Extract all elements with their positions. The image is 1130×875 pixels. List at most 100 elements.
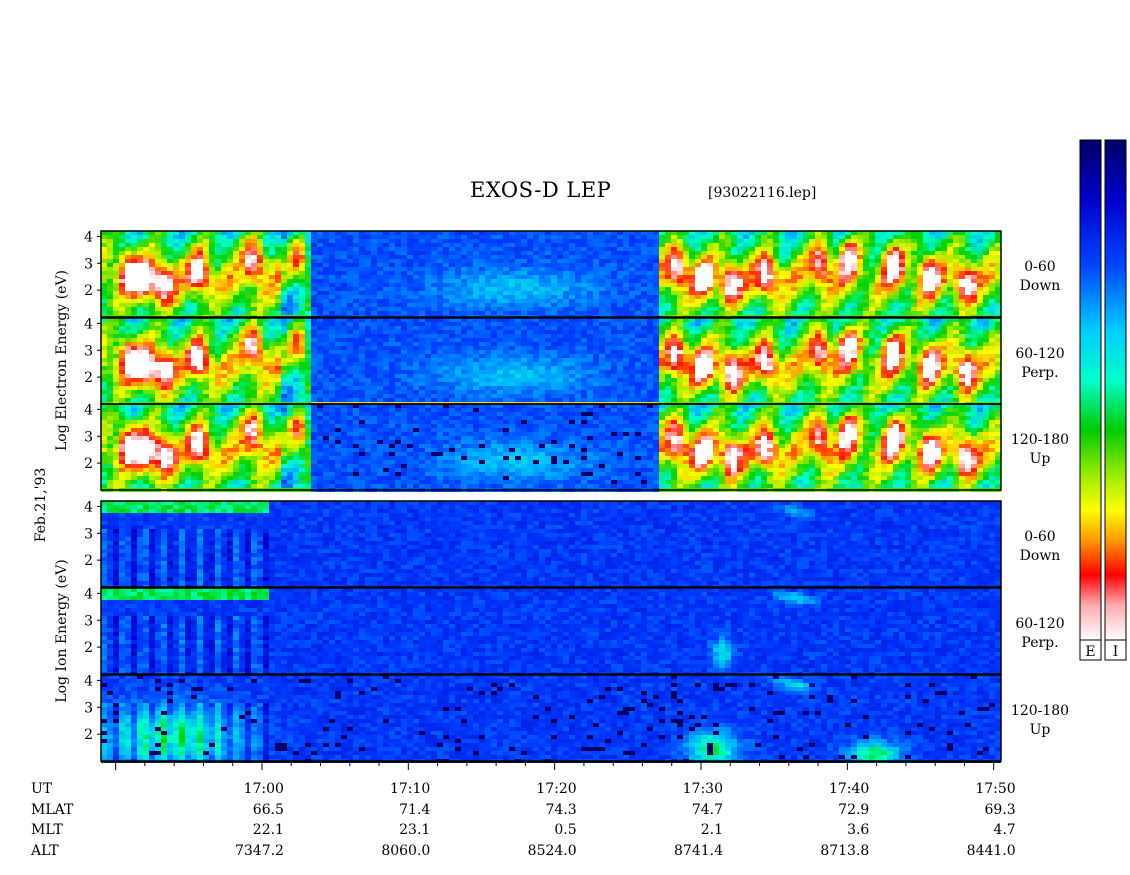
spectrogram-cell bbox=[101, 259, 107, 263]
spectrogram-cell bbox=[845, 255, 851, 259]
spectrogram-cell bbox=[785, 318, 791, 322]
spectrogram-cell bbox=[449, 279, 455, 283]
spectrogram-cell bbox=[797, 239, 803, 243]
spectrogram-cell bbox=[497, 239, 503, 243]
spectrogram-cell bbox=[503, 342, 509, 346]
spectrogram-cell bbox=[761, 259, 767, 263]
spectrogram-cell bbox=[743, 275, 749, 279]
spectrogram-cell bbox=[329, 247, 335, 251]
spectrogram-cell bbox=[755, 311, 761, 315]
spectrogram-cell bbox=[713, 322, 719, 326]
spectrogram-cell bbox=[665, 279, 671, 283]
spectrogram-cell bbox=[119, 243, 125, 247]
spectrogram-cell bbox=[407, 342, 413, 346]
spectrogram-cell bbox=[977, 291, 983, 295]
spectrogram-cell bbox=[179, 263, 185, 267]
spectrogram-cell bbox=[329, 318, 335, 322]
spectrogram-cell bbox=[887, 243, 893, 247]
spectrogram-cell bbox=[407, 338, 413, 342]
spectrogram-cell bbox=[251, 271, 257, 275]
spectrogram-cell bbox=[191, 326, 197, 330]
spectrogram-cell bbox=[395, 350, 401, 354]
spectrogram-cell bbox=[881, 271, 887, 275]
spectrogram-cell bbox=[611, 247, 617, 251]
spectrogram-cell bbox=[275, 291, 281, 295]
spectrogram-cell bbox=[539, 303, 545, 307]
spectrogram-cell bbox=[275, 275, 281, 279]
spectrogram-cell bbox=[521, 287, 527, 291]
spectrogram-cell bbox=[863, 267, 869, 271]
spectrogram-cell bbox=[107, 358, 113, 362]
spectrogram-cell bbox=[227, 326, 233, 330]
spectrogram-cell bbox=[287, 299, 293, 303]
spectrogram-cell bbox=[923, 287, 929, 291]
spectrogram-cell bbox=[365, 235, 371, 239]
spectrogram-cell bbox=[911, 259, 917, 263]
spectrogram-cell bbox=[683, 307, 689, 311]
spectrogram-cell bbox=[353, 350, 359, 354]
spectrogram-cell bbox=[473, 263, 479, 267]
spectrogram-cell bbox=[617, 231, 623, 235]
spectrogram-cell bbox=[227, 311, 233, 315]
spectrogram-cell bbox=[821, 342, 827, 346]
spectrogram-cell bbox=[827, 259, 833, 263]
spectrogram-cell bbox=[347, 311, 353, 315]
spectrogram-cell bbox=[239, 342, 245, 346]
spectrogram-cell bbox=[569, 275, 575, 279]
spectrogram-cell bbox=[773, 235, 779, 239]
spectrogram-cell bbox=[665, 267, 671, 271]
spectrogram-cell bbox=[725, 231, 731, 235]
spectrogram-cell bbox=[719, 235, 725, 239]
spectrogram-cell bbox=[977, 283, 983, 287]
spectrogram-cell bbox=[233, 271, 239, 275]
spectrogram-cell bbox=[881, 346, 887, 350]
spectrogram-cell bbox=[863, 342, 869, 346]
spectrogram-cell bbox=[617, 354, 623, 358]
spectrogram-cell bbox=[911, 283, 917, 287]
spectrogram-cell bbox=[827, 326, 833, 330]
spectrogram-cell bbox=[143, 251, 149, 255]
spectrogram-cell bbox=[959, 287, 965, 291]
spectrogram-cell bbox=[959, 334, 965, 338]
spectrogram-cell bbox=[827, 342, 833, 346]
spectrogram-cell bbox=[989, 318, 995, 322]
spectrogram-cell bbox=[779, 287, 785, 291]
spectrogram-cell bbox=[827, 283, 833, 287]
spectrogram-cell bbox=[599, 303, 605, 307]
spectrogram-cell bbox=[689, 259, 695, 263]
spectrogram-cell bbox=[671, 295, 677, 299]
spectrogram-cell bbox=[731, 330, 737, 334]
spectrogram-cell bbox=[491, 307, 497, 311]
spectrogram-cell bbox=[185, 267, 191, 271]
spectrogram-cell bbox=[911, 271, 917, 275]
spectrogram-cell bbox=[509, 263, 515, 267]
spectrogram-cell bbox=[731, 350, 737, 354]
spectrogram-cell bbox=[695, 307, 701, 311]
spectrogram-cell bbox=[587, 334, 593, 338]
spectrogram-cell bbox=[389, 346, 395, 350]
spectrogram-cell bbox=[509, 354, 515, 358]
spectrogram-cell bbox=[245, 287, 251, 291]
spectrogram-cell bbox=[239, 263, 245, 267]
spectrogram-cell bbox=[221, 247, 227, 251]
spectrogram-cell bbox=[119, 342, 125, 346]
spectrogram-cell bbox=[749, 235, 755, 239]
spectrogram-cell bbox=[509, 259, 515, 263]
spectrogram-cell bbox=[389, 255, 395, 259]
spectrogram-cell bbox=[527, 291, 533, 295]
spectrogram-cell bbox=[983, 338, 989, 342]
spectrogram-cell bbox=[647, 311, 653, 315]
spectrogram-cell bbox=[917, 303, 923, 307]
spectrogram-cell bbox=[749, 346, 755, 350]
spectrogram-cell bbox=[971, 275, 977, 279]
spectrogram-cell bbox=[485, 235, 491, 239]
spectrogram-cell bbox=[827, 318, 833, 322]
spectrogram-cell bbox=[227, 255, 233, 259]
spectrogram-cell bbox=[107, 311, 113, 315]
spectrogram-cell bbox=[695, 239, 701, 243]
spectrogram-cell bbox=[419, 311, 425, 315]
spectrogram-cell bbox=[977, 279, 983, 283]
spectrogram-cell bbox=[203, 267, 209, 271]
spectrogram-cell bbox=[995, 311, 1001, 315]
spectrogram-cell bbox=[389, 247, 395, 251]
